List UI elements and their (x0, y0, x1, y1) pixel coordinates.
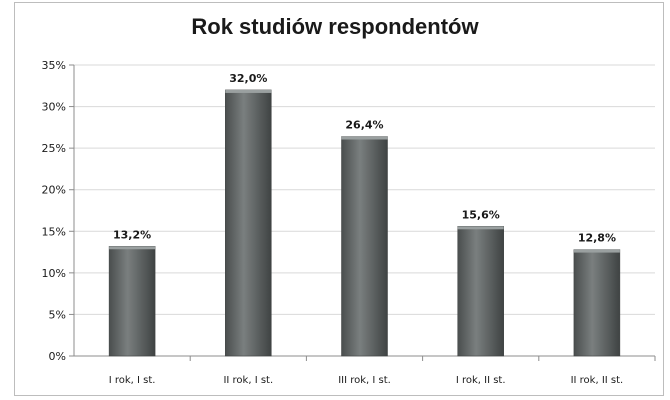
data-label: 13,2% (113, 228, 151, 241)
chart-title: Rok studiów respondentów (191, 14, 479, 39)
y-tick-label: 0% (49, 350, 66, 363)
data-label: 15,6% (462, 208, 500, 221)
y-tick-label: 20% (42, 184, 66, 197)
x-tick-label: I rok, I st. (109, 375, 156, 386)
data-label: 26,4% (345, 119, 383, 132)
bar-top-highlight (225, 89, 272, 93)
data-label: 32,0% (229, 72, 267, 85)
y-tick-label: 25% (42, 142, 66, 155)
bar-top-highlight (109, 246, 156, 250)
y-tick-label: 10% (42, 267, 66, 280)
y-tick-label: 30% (42, 101, 66, 114)
bar (225, 89, 272, 357)
x-tick-label: II rok, II st. (571, 375, 624, 386)
y-tick-label: 5% (49, 308, 66, 321)
x-tick-label: I rok, II st. (456, 375, 506, 386)
bar (108, 246, 156, 357)
bar-top-highlight (341, 136, 388, 140)
bar (457, 226, 504, 357)
data-label: 12,8% (578, 232, 616, 245)
bar (341, 136, 388, 357)
y-tick-label: 35% (42, 59, 66, 72)
bar-top-highlight (457, 226, 504, 230)
bar (573, 249, 621, 357)
bar-top-highlight (573, 249, 620, 253)
x-tick-label: II rok, I st. (223, 375, 273, 386)
x-tick-label: III rok, I st. (338, 375, 391, 386)
y-tick-label: 15% (42, 225, 66, 238)
